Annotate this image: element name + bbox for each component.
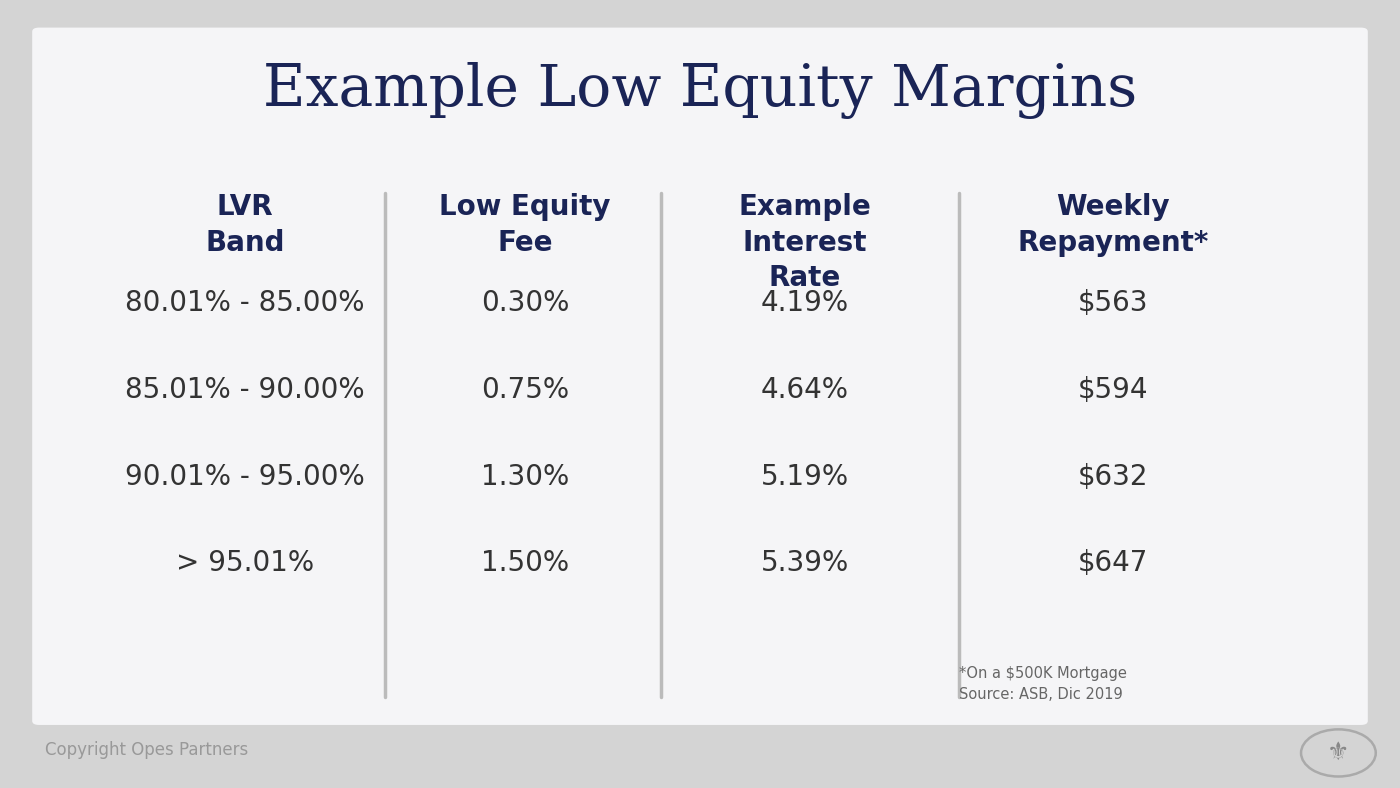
Text: *On a $500K Mortgage
Source: ASB, Dic 2019: *On a $500K Mortgage Source: ASB, Dic 20… — [959, 666, 1127, 702]
Text: 1.50%: 1.50% — [482, 549, 568, 578]
Text: 5.19%: 5.19% — [762, 463, 848, 491]
Text: Low Equity
Fee: Low Equity Fee — [440, 193, 610, 257]
Text: 4.64%: 4.64% — [762, 376, 848, 404]
Text: 80.01% - 85.00%: 80.01% - 85.00% — [125, 289, 365, 318]
Text: 85.01% - 90.00%: 85.01% - 90.00% — [125, 376, 365, 404]
Text: Weekly
Repayment*: Weekly Repayment* — [1018, 193, 1208, 257]
FancyBboxPatch shape — [32, 28, 1368, 725]
Text: Example
Interest
Rate: Example Interest Rate — [739, 193, 871, 292]
Text: 0.75%: 0.75% — [482, 376, 568, 404]
Text: LVR
Band: LVR Band — [206, 193, 284, 257]
Text: $594: $594 — [1078, 376, 1148, 404]
Text: ⚜: ⚜ — [1327, 741, 1350, 765]
Text: $632: $632 — [1078, 463, 1148, 491]
Text: 90.01% - 95.00%: 90.01% - 95.00% — [125, 463, 365, 491]
Text: Example Low Equity Margins: Example Low Equity Margins — [263, 62, 1137, 119]
Text: 5.39%: 5.39% — [760, 549, 850, 578]
Text: > 95.01%: > 95.01% — [176, 549, 314, 578]
Text: 4.19%: 4.19% — [762, 289, 848, 318]
Text: 1.30%: 1.30% — [480, 463, 570, 491]
Text: $563: $563 — [1078, 289, 1148, 318]
Text: $647: $647 — [1078, 549, 1148, 578]
Text: 0.30%: 0.30% — [480, 289, 570, 318]
Text: Copyright Opes Partners: Copyright Opes Partners — [45, 742, 248, 759]
